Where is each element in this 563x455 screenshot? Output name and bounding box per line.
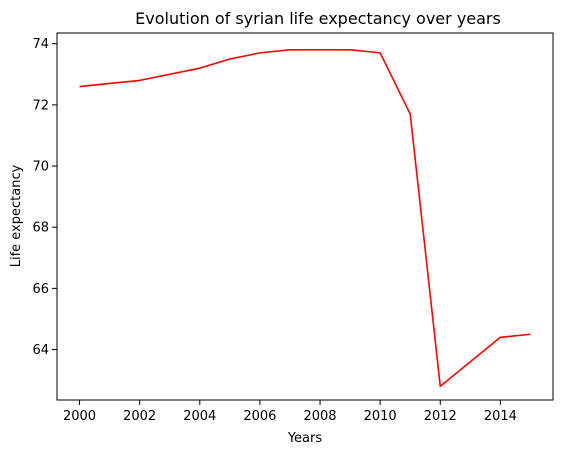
x-tick-label: 2002 — [123, 409, 156, 424]
x-tick-label: 2000 — [63, 409, 96, 424]
x-tick-label: 2014 — [484, 409, 517, 424]
plot-area — [56, 32, 554, 401]
y-axis-label: Life expectancy — [9, 164, 24, 267]
x-tick-label: 2004 — [183, 409, 216, 424]
series-line — [79, 49, 531, 388]
y-tick-label: 70 — [32, 160, 49, 175]
x-tick-label: 2012 — [424, 409, 457, 424]
chart-title: Evolution of syrian life expectancy over… — [135, 9, 501, 28]
y-tick-label: 66 — [32, 282, 49, 297]
x-tick-label: 2006 — [243, 409, 276, 424]
x-axis-label: Years — [287, 431, 323, 446]
y-tick-label: 72 — [32, 98, 49, 113]
x-axis: 2000 2002 2004 2006 2008 2010 2012 2014 — [63, 400, 517, 424]
y-axis: 64 66 68 70 72 74 — [32, 37, 57, 358]
x-tick-label: 2008 — [303, 409, 336, 424]
y-tick-label: 68 — [32, 221, 49, 236]
x-tick-label: 2010 — [364, 409, 397, 424]
y-tick-label: 64 — [32, 343, 49, 358]
y-tick-label: 74 — [32, 37, 49, 52]
